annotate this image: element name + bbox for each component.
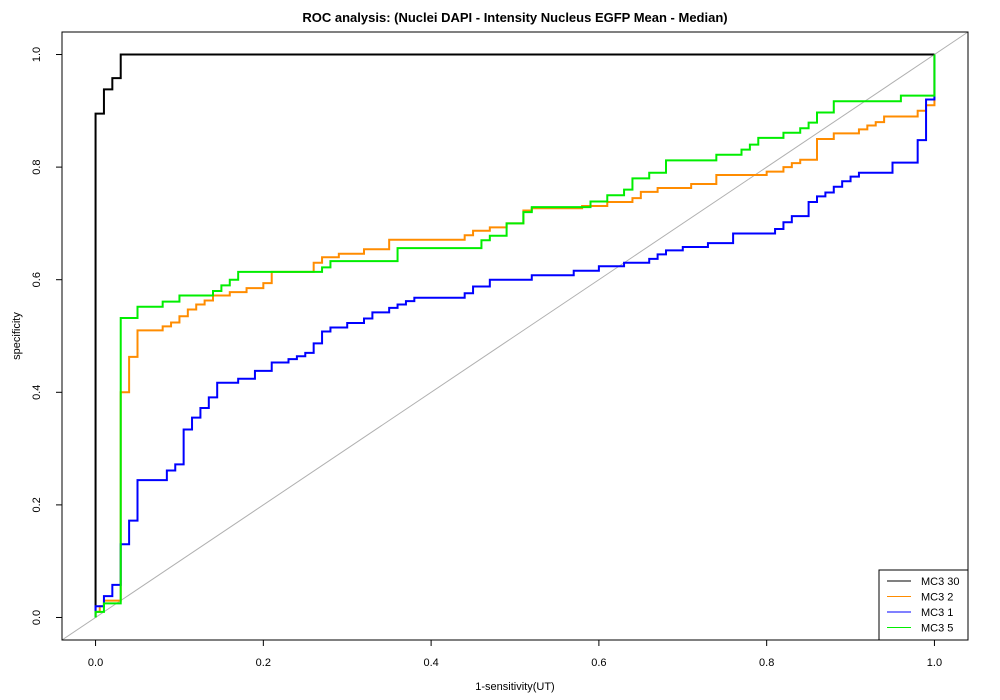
legend-label-mc3-2: MC3 2 xyxy=(921,592,953,604)
y-tick-label: 0.8 xyxy=(31,159,43,174)
legend-box xyxy=(878,569,969,641)
legend-label-mc3-5: MC3 5 xyxy=(921,623,953,635)
series-line-mc3-30 xyxy=(94,53,935,618)
x-tick-label: 0.4 xyxy=(423,657,438,669)
y-tick-label: 0.2 xyxy=(31,497,43,512)
reference-line-layer xyxy=(61,31,969,641)
y-tick-label: 0.0 xyxy=(31,610,43,625)
series-line-mc3-5 xyxy=(94,54,936,618)
y-axis: 0.0 0.2 0.4 0.6 0.8 1.0 xyxy=(31,47,63,625)
x-axis: 0.0 0.2 0.4 0.6 0.8 1.0 xyxy=(88,639,942,669)
y-axis-label: specificity xyxy=(11,312,23,360)
y-tick-label: 0.6 xyxy=(31,272,43,287)
reference-diagonal-line xyxy=(61,31,969,641)
y-tick-label: 1.0 xyxy=(31,47,43,62)
series-layer xyxy=(94,53,936,618)
series-line-mc3-2 xyxy=(94,54,936,618)
chart-title: ROC analysis: (Nuclei DAPI - Intensity N… xyxy=(302,10,727,25)
legend-label-mc3-30: MC3 30 xyxy=(921,576,960,588)
x-tick-label: 0.0 xyxy=(88,657,103,669)
y-tick-label: 0.4 xyxy=(31,385,43,400)
x-axis-label: 1-sensitivity(UT) xyxy=(475,681,554,693)
x-tick-label: 0.6 xyxy=(591,657,606,669)
x-tick-label: 0.2 xyxy=(256,657,271,669)
legend-label-mc3-1: MC3 1 xyxy=(921,607,953,619)
series-line-mc3-1 xyxy=(94,54,936,618)
x-tick-label: 1.0 xyxy=(927,657,942,669)
legend: MC3 30 MC3 2 MC3 1 MC3 5 xyxy=(878,569,969,641)
x-tick-label: 0.8 xyxy=(759,657,774,669)
